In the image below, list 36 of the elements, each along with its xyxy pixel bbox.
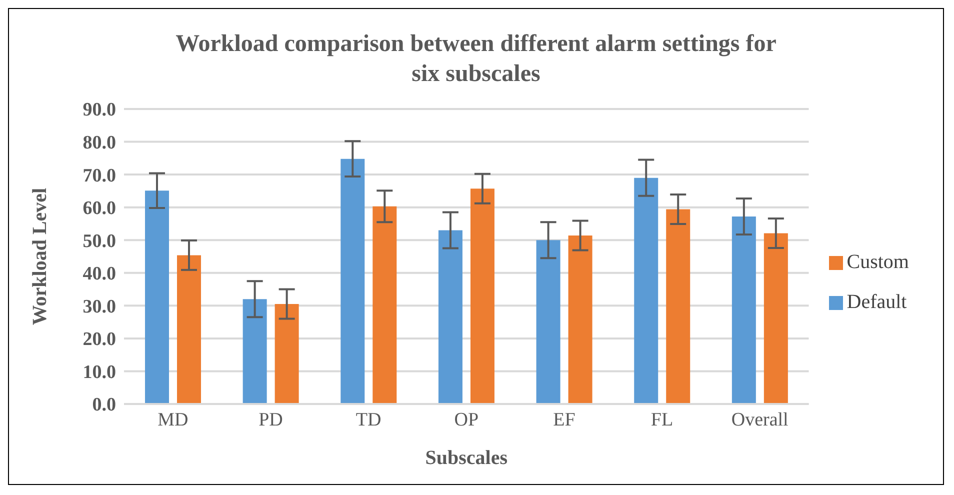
y-tick-label: 70.0: [82, 165, 116, 186]
legend-label: Default: [846, 290, 907, 312]
bar: [177, 255, 201, 404]
chart-title: Workload comparison between different alarm settings for six subscales: [174, 30, 778, 89]
y-tick-label: 50.0: [82, 230, 116, 252]
y-tick-label: 30.0: [82, 296, 116, 318]
legend-label: Custom: [846, 250, 909, 272]
bar: [274, 304, 299, 404]
bar: [568, 236, 592, 404]
x-tick-label: TD: [356, 409, 382, 430]
y-tick-label: 10.0: [82, 362, 116, 383]
bar: [340, 158, 365, 404]
x-tick-label: Overall: [731, 409, 788, 430]
bar: [438, 230, 462, 404]
bar: [536, 240, 560, 404]
y-tick-label: 90.0: [82, 100, 116, 121]
x-axis-title: Subscales: [425, 447, 508, 469]
x-tick-label: PD: [258, 409, 283, 430]
bar: [145, 190, 169, 404]
bar: [666, 209, 690, 404]
bar: [634, 178, 658, 404]
x-tick-label: EF: [553, 409, 576, 430]
x-tick-label: FL: [650, 409, 674, 430]
y-tick-label: 80.0: [82, 132, 116, 154]
y-tick-label: 20.0: [82, 329, 116, 350]
bar: [470, 188, 494, 404]
y-axis-title: Workload Level: [29, 187, 52, 326]
bar: [372, 206, 397, 404]
bar: [732, 216, 756, 404]
bar: [764, 233, 788, 404]
y-tick-label: 40.0: [82, 264, 116, 285]
x-tick-label: MD: [158, 409, 188, 430]
bar: [242, 299, 267, 404]
y-tick-label: 60.0: [82, 198, 116, 220]
x-tick-label: OP: [454, 409, 479, 430]
y-tick-label: 0.0: [92, 394, 116, 416]
